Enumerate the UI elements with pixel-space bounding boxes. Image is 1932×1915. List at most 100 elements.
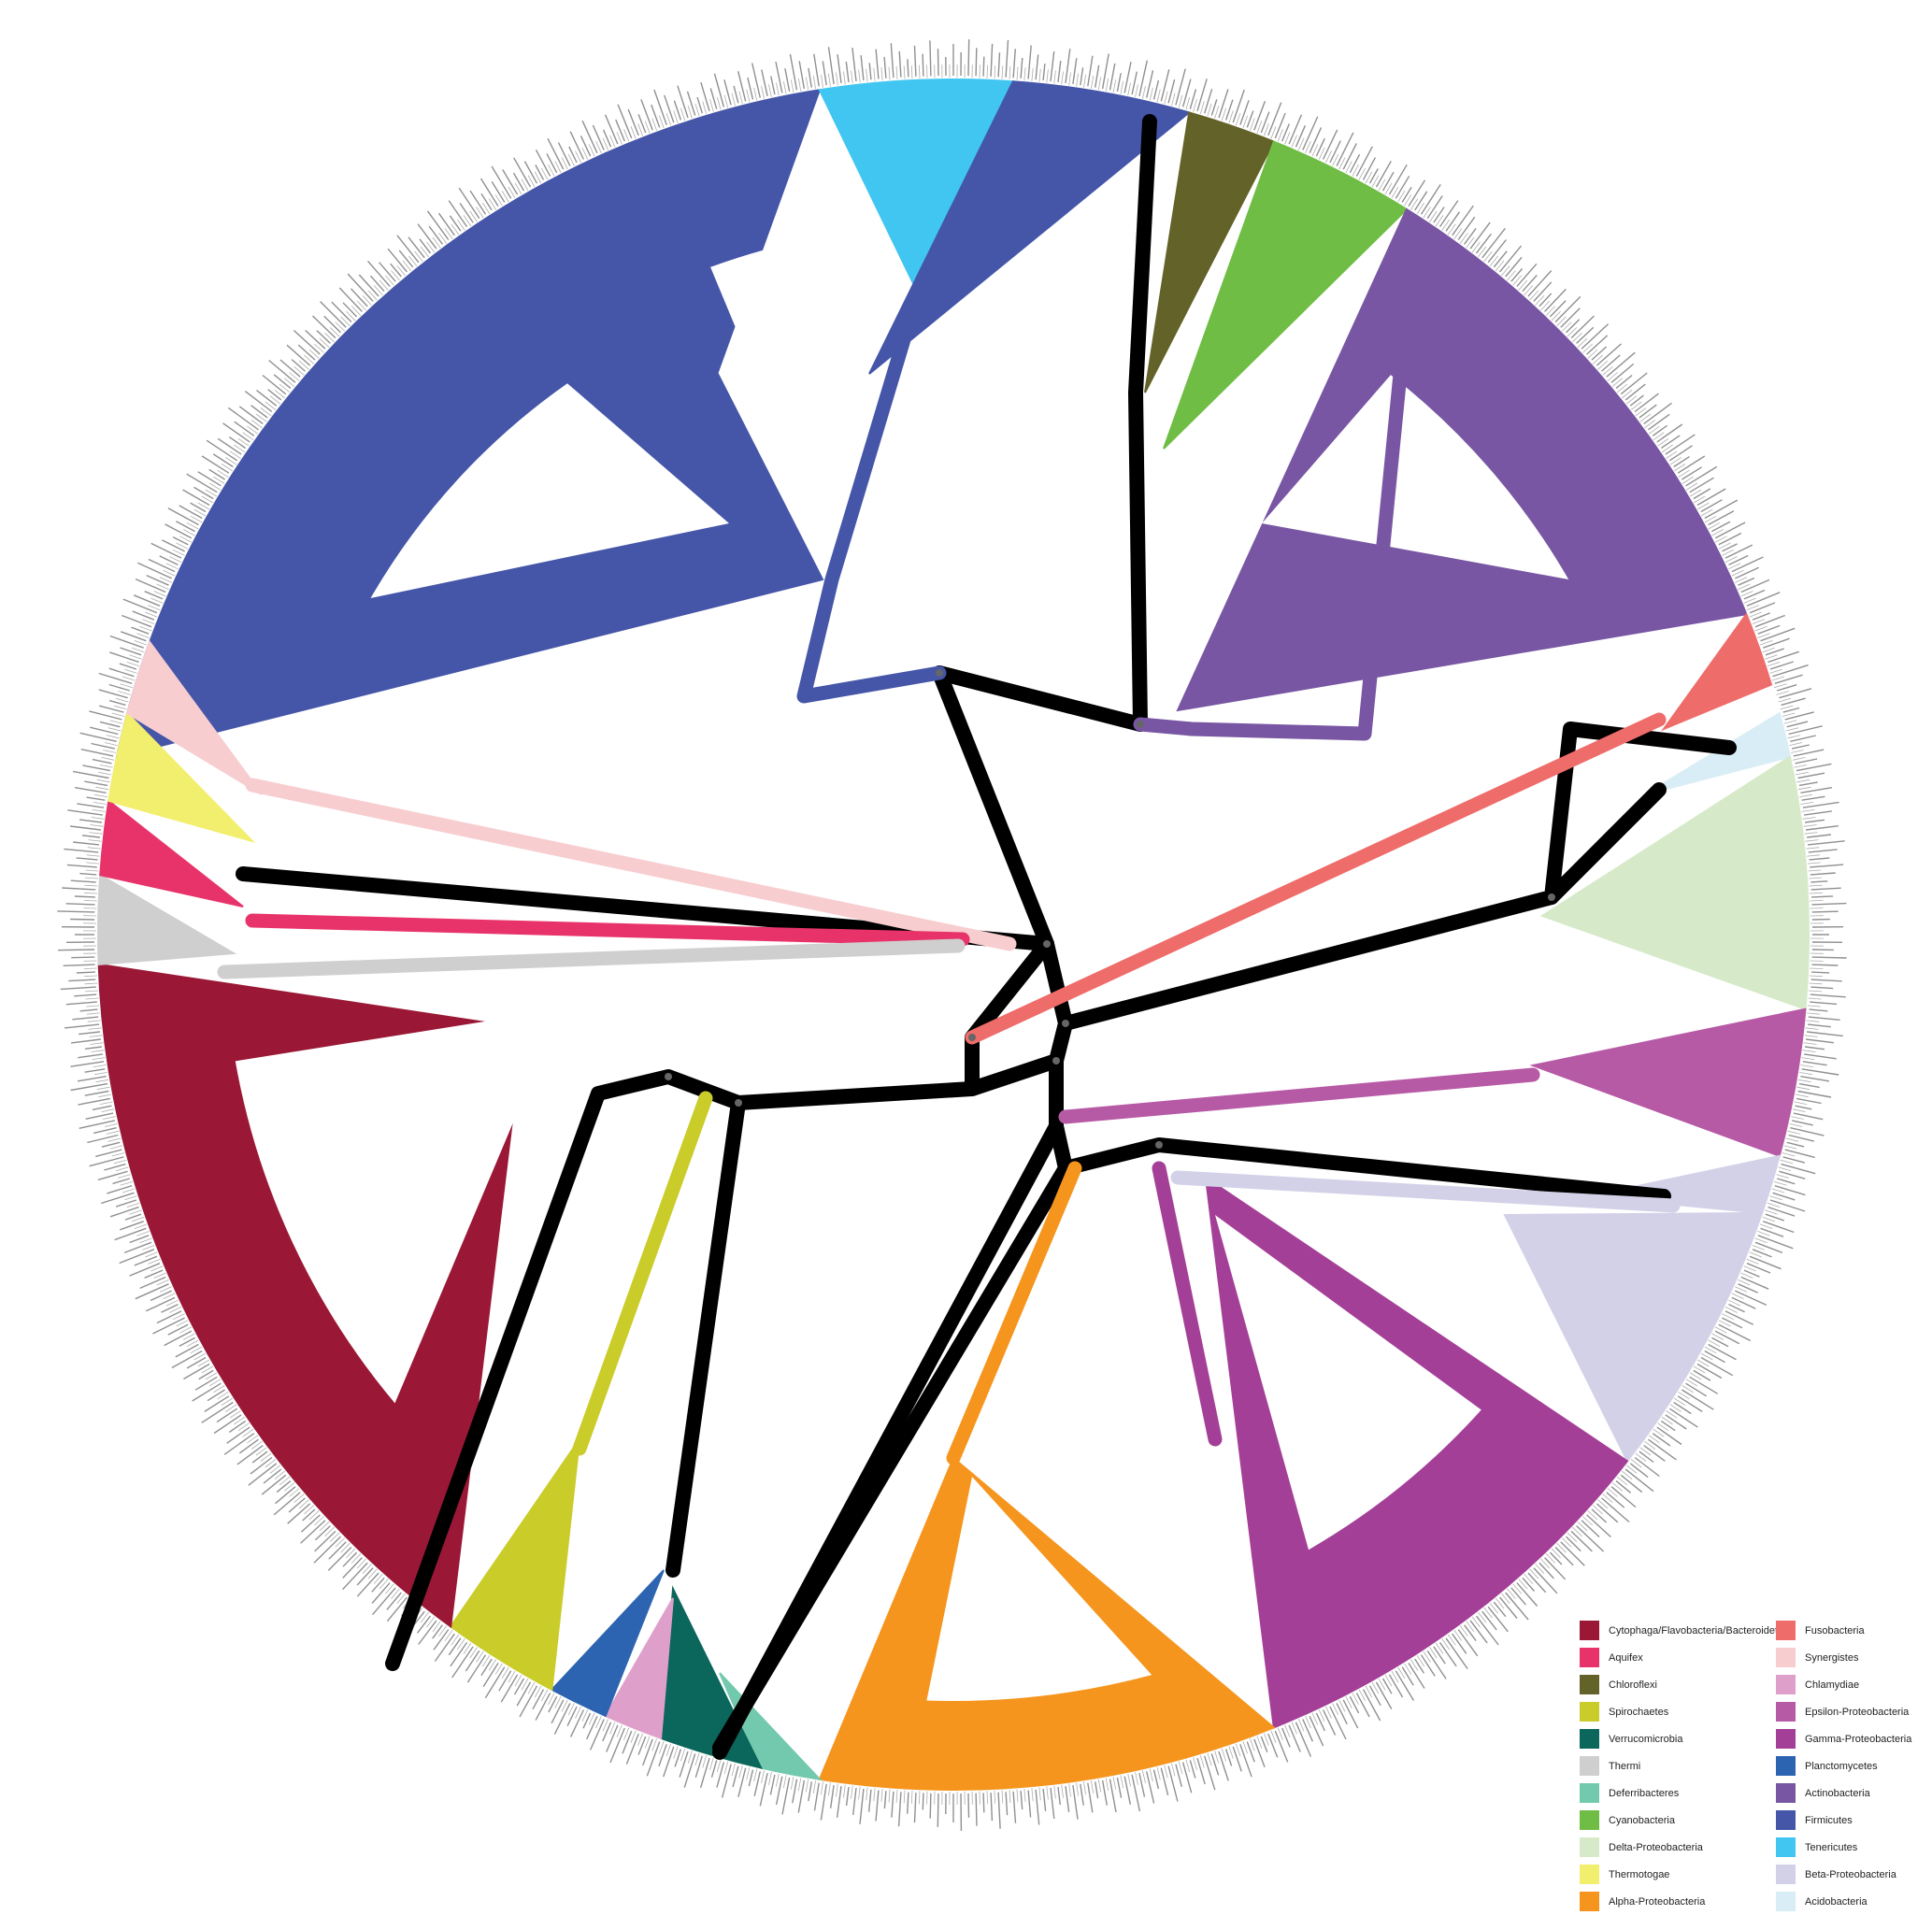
node-marker (1548, 893, 1555, 901)
legend-item: Thermi (1580, 1752, 1776, 1779)
legend-item: Epsilon-Proteobacteria (1776, 1698, 1925, 1725)
legend-label: Chlamydiae (1805, 1679, 1860, 1691)
clade-wedge-fusobacteria (1661, 612, 1773, 732)
legend-swatch (1776, 1675, 1796, 1694)
legend-swatch (1776, 1621, 1796, 1640)
legend-item: Actinobacteria (1776, 1779, 1925, 1807)
legend-item: Tenericutes (1776, 1834, 1925, 1861)
legend-swatch (1776, 1865, 1796, 1884)
clade-wedge-tenericutes (818, 79, 1015, 311)
legend-label: Cyanobacteria (1609, 1814, 1675, 1826)
legend-swatch (1580, 1810, 1599, 1830)
legend-swatch (1580, 1865, 1599, 1884)
node-marker (936, 669, 943, 677)
legend-label: Cytophaga/Flavobacteria/Bacteroidetes (1609, 1624, 1789, 1636)
legend-item: Fusobacteria (1776, 1617, 1925, 1644)
legend-label: Gamma-Proteobacteria (1805, 1733, 1912, 1745)
clade-wedge-gap (1215, 1215, 1481, 1551)
legend-label: Aquifex (1609, 1651, 1643, 1664)
legend-item: Aquifex (1580, 1644, 1776, 1671)
legend-swatch (1580, 1756, 1599, 1776)
node-marker (968, 1034, 976, 1041)
legend-item: Gamma-Proteobacteria (1776, 1725, 1925, 1752)
clade-wedge-gap (1262, 375, 1569, 579)
legend-label: Actinobacteria (1805, 1787, 1870, 1799)
branch-synergistes (245, 778, 1017, 951)
legend-swatch (1776, 1810, 1796, 1830)
legend-label: Acidobacteria (1805, 1895, 1868, 1908)
legend-swatch (1776, 1783, 1796, 1803)
tip-label-ticks-inner (82, 64, 1825, 1806)
legend-item: Firmicutes (1776, 1807, 1925, 1834)
clade-wedges (97, 79, 1810, 1791)
branch-backbone (932, 114, 1157, 732)
legend-item: Chlamydiae (1776, 1671, 1925, 1698)
legend-item: Thermotogae (1580, 1861, 1776, 1888)
branch-firmicutes (796, 292, 947, 704)
legend-swatch (1776, 1729, 1796, 1749)
legend-swatch (1776, 1837, 1796, 1857)
legend-swatch (1580, 1675, 1599, 1694)
branch-gamma-proteobacteria (1152, 1161, 1223, 1447)
legend-label: Tenericutes (1805, 1841, 1858, 1853)
legend-label: Deferribacteres (1609, 1787, 1680, 1799)
branch-thermi (217, 938, 966, 979)
legend-item: Delta-Proteobacteria (1580, 1834, 1776, 1861)
branch-fusobacteria (965, 712, 1667, 1045)
clade-wedge-synergistes (126, 640, 263, 795)
legend-label: Spirochaetes (1609, 1706, 1669, 1718)
clade-wedge-gap (235, 1009, 562, 1404)
tip-label-ring (57, 39, 1847, 1832)
legend-swatch (1580, 1648, 1599, 1667)
legend-swatch (1580, 1729, 1599, 1749)
legend-item: Cytophaga/Flavobacteria/Bacteroidetes (1580, 1617, 1789, 1644)
legend-swatch (1580, 1783, 1599, 1803)
legend-label: Synergistes (1805, 1651, 1859, 1664)
tree-nodes (665, 669, 1555, 1149)
clade-wedge-beta-proteobacteria (1503, 1211, 1764, 1464)
branch-alpha-proteobacteria (946, 1161, 1082, 1465)
legend-item: Beta-Proteobacteria (1776, 1861, 1925, 1888)
clade-wedge-delta-proteobacteria (1539, 755, 1810, 1011)
node-marker (1137, 721, 1144, 728)
branch-spirochaetes (572, 1091, 713, 1456)
legend-swatch (1776, 1702, 1796, 1722)
branch-backbone (1544, 722, 1737, 905)
branch-beta-proteobacteria (1170, 1170, 1681, 1213)
legend-label: Epsilon-Proteobacteria (1805, 1706, 1910, 1718)
branch-aquifex (245, 913, 970, 947)
legend-swatch (1776, 1648, 1796, 1667)
clade-wedge-gap (370, 383, 729, 598)
clade-wedge-epsilon-proteobacteria (1529, 1008, 1807, 1158)
legend-label: Delta-Proteobacteria (1609, 1841, 1703, 1853)
branch-backbone (665, 1095, 746, 1578)
tip-label-ticks (57, 39, 1847, 1832)
clade-wedge-verrucomicrobia (660, 1585, 764, 1769)
legend-label: Chloroflexi (1609, 1679, 1657, 1691)
tree-branches (217, 114, 1737, 1760)
legend-item: Deferribacteres (1580, 1779, 1776, 1807)
legend-swatch (1580, 1837, 1599, 1857)
legend-item: Alpha-Proteobacteria (1580, 1888, 1776, 1915)
legend-label: Beta-Proteobacteria (1805, 1868, 1896, 1880)
legend-item: Acidobacteria (1776, 1888, 1925, 1915)
legend-label: Planctomycetes (1805, 1760, 1878, 1772)
legend-item: Planctomycetes (1776, 1752, 1925, 1779)
legend-item: Cyanobacteria (1580, 1807, 1776, 1834)
legend-swatch (1580, 1702, 1599, 1722)
clade-wedge-firmicutes (604, 89, 822, 395)
legend-swatch (1580, 1621, 1599, 1640)
clade-wedge-gap (710, 235, 830, 402)
node-marker (735, 1099, 742, 1107)
legend-swatch (1776, 1892, 1796, 1911)
node-marker (1155, 1141, 1163, 1149)
legend-label: Thermi (1609, 1760, 1641, 1772)
legend-item: Verrucomicrobia (1580, 1725, 1776, 1752)
legend-item: Chloroflexi (1580, 1671, 1776, 1698)
legend-item: Spirochaetes (1580, 1698, 1776, 1725)
legend-swatch (1580, 1892, 1599, 1911)
legend-label: Fusobacteria (1805, 1624, 1865, 1636)
node-marker (1052, 1057, 1060, 1065)
legend-label: Thermotogae (1609, 1868, 1670, 1880)
